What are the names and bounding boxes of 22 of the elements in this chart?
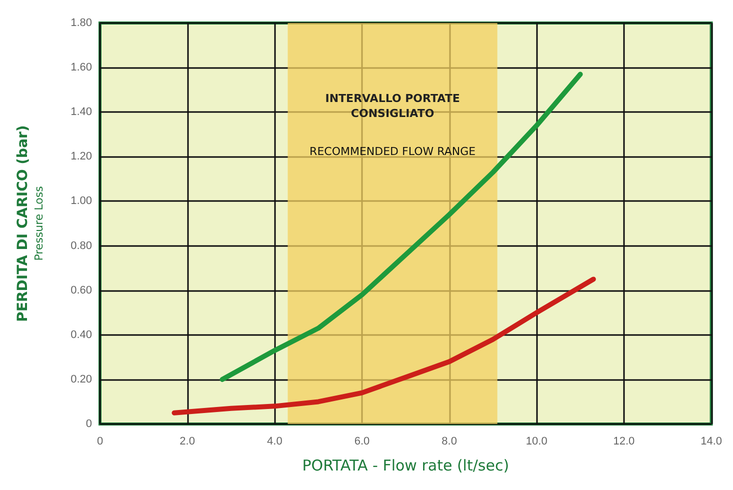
x-tick-label: 6.0 — [354, 436, 370, 448]
x-tick-label: 4.0 — [267, 436, 282, 448]
band-label: INTERVALLO PORTATE CONSIGLIATO — [325, 92, 460, 120]
x-tick-label: 0 — [96, 436, 104, 448]
x-tick-label: 14.0 — [700, 436, 722, 448]
x-tick-label: 2.0 — [180, 436, 195, 448]
x-tick-label: 10.0 — [526, 436, 548, 448]
y-tick-label: 0.80 — [70, 240, 92, 252]
y-axis-title: PERDITA DI CARICO (bar) Pressure Loss — [15, 125, 46, 322]
annotation: RECOMMENDED FLOW RANGE — [310, 145, 476, 158]
y-tick-label: 1.20 — [70, 150, 92, 163]
y-tick-label: 1.80 — [70, 17, 92, 29]
y-tick-label: 0.20 — [70, 373, 92, 386]
y-tick-label: 1.00 — [70, 195, 92, 208]
x-axis-title: PORTATA - Flow rate (lt/sec) — [302, 456, 510, 474]
x-tick-label: 12.0 — [613, 436, 635, 448]
x-tick-label: 8.0 — [442, 436, 457, 448]
y-tick-label: 0 — [86, 418, 92, 430]
y-tick-label: 1.40 — [70, 106, 92, 118]
y-tick-label: 0.60 — [70, 284, 92, 296]
y-tick-label: 0.40 — [70, 328, 92, 341]
y-tick-label: 1.60 — [70, 62, 92, 74]
